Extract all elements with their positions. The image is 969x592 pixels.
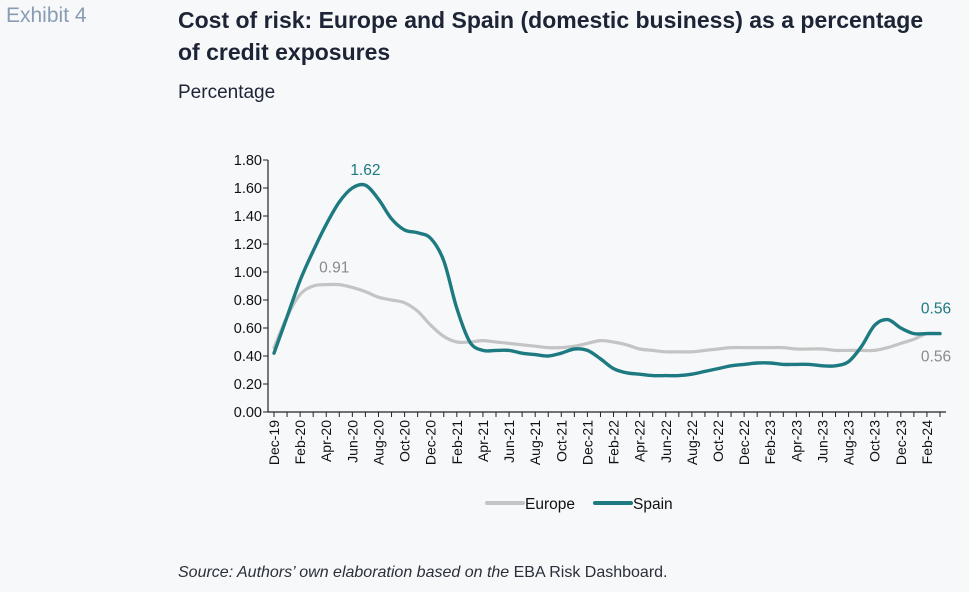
chart-subtitle: Percentage — [178, 82, 276, 103]
x-tick-label: Feb-21 — [449, 420, 465, 465]
chart-title: Cost of risk: Europe and Spain (domestic… — [178, 7, 924, 65]
x-tick-label: Feb-22 — [606, 420, 622, 465]
series-line-spain — [272, 182, 942, 378]
x-tick-label: Apr-20 — [318, 420, 334, 462]
x-tick-label: Oct-20 — [397, 420, 413, 462]
source-regular: EBA Risk Dashboard. — [509, 564, 668, 581]
x-tick-label: Aug-20 — [370, 420, 386, 465]
x-tick-label: Feb-24 — [919, 420, 935, 465]
x-tick-label: Apr-22 — [632, 420, 648, 462]
y-tick-label: 1.00 — [234, 265, 262, 281]
x-tick-label: Dec-21 — [579, 420, 595, 465]
x-tick-label: Dec-19 — [266, 420, 282, 465]
data-label-europe: 0.91 — [319, 260, 349, 277]
y-tick-label: 0.00 — [234, 405, 262, 421]
x-tick-label: Feb-20 — [292, 420, 308, 465]
exhibit-label: Exhibit 4 — [6, 4, 87, 27]
data-label-spain: 0.56 — [921, 301, 951, 318]
source-note: Source: Authors’ own elaboration based o… — [178, 564, 667, 582]
y-tick-label: 0.20 — [234, 377, 262, 393]
y-tick-label: 0.80 — [234, 293, 262, 309]
x-tick-label: Jun-23 — [814, 420, 830, 463]
x-tick-label: Oct-23 — [867, 420, 883, 462]
legend-label-spain: Spain — [633, 496, 673, 513]
y-tick-label: 1.40 — [234, 209, 262, 225]
x-tick-label: Oct-22 — [710, 420, 726, 462]
x-tick-label: Feb-23 — [762, 420, 778, 465]
x-tick-label: Aug-22 — [684, 420, 700, 465]
source-italic: Source: Authors’ own elaboration based o… — [178, 564, 510, 581]
x-tick-label: Aug-23 — [841, 420, 857, 465]
data-label-europe: 0.56 — [921, 349, 951, 366]
legend-label-europe: Europe — [525, 496, 575, 513]
y-tick-label: 1.60 — [234, 181, 262, 197]
x-tick-label: Jun-21 — [501, 420, 517, 463]
y-tick-label: 1.20 — [234, 237, 262, 253]
x-tick-label: Apr-23 — [788, 420, 804, 462]
x-tick-label: Jun-22 — [658, 420, 674, 463]
x-tick-label: Oct-21 — [553, 420, 569, 462]
x-tick-label: Apr-21 — [475, 420, 491, 462]
data-label-spain: 1.62 — [350, 162, 380, 179]
y-tick-label: 0.60 — [234, 321, 262, 337]
series-line-europe — [272, 282, 942, 354]
x-tick-label: Dec-20 — [423, 420, 439, 465]
y-tick-label: 0.40 — [234, 349, 262, 365]
x-tick-label: Dec-23 — [893, 420, 909, 465]
y-tick-label: 1.80 — [234, 153, 262, 169]
x-tick-label: Jun-20 — [344, 420, 360, 463]
x-tick-label: Dec-22 — [736, 420, 752, 465]
x-tick-label: Aug-21 — [527, 420, 543, 465]
